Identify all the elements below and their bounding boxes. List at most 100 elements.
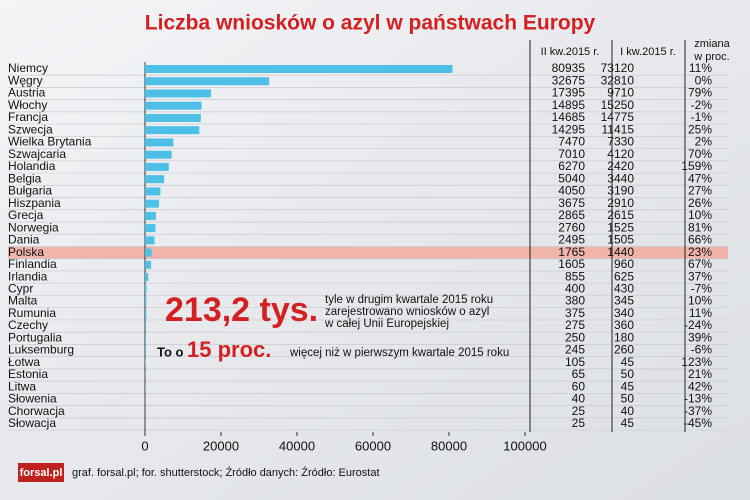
q1-cell: 50: [621, 392, 635, 406]
value-cell: 3675: [558, 196, 585, 210]
change-cell: 27%: [688, 184, 712, 198]
change-cell: 70%: [688, 147, 712, 161]
change-cell: 21%: [688, 367, 712, 381]
annotation-total: 213,2 tys.: [165, 291, 318, 329]
change-cell: -6%: [691, 343, 713, 357]
change-cell: -24%: [684, 318, 712, 332]
bar: [145, 175, 165, 184]
bar: [145, 101, 202, 110]
change-cell: 67%: [688, 257, 712, 271]
value-cell: 250: [565, 330, 585, 344]
change-cell: 81%: [688, 220, 712, 234]
category-label: Irlandia: [8, 269, 48, 283]
bar: [145, 113, 201, 122]
change-cell: 47%: [688, 171, 712, 185]
bar: [145, 260, 152, 269]
q1-cell: 73120: [601, 61, 635, 75]
category-label: Cypr: [8, 281, 33, 295]
bar: [145, 162, 169, 171]
value-cell: 2495: [558, 233, 585, 247]
column-header: w proc.: [693, 51, 729, 63]
q1-cell: 3190: [607, 184, 634, 198]
change-cell: -13%: [684, 392, 712, 406]
category-label: Szwecja: [8, 122, 53, 136]
value-cell: 6270: [558, 159, 585, 173]
change-cell: 11%: [689, 61, 712, 75]
x-tick-label: 100000: [503, 438, 546, 453]
bar: [145, 285, 147, 294]
change-cell: 10%: [688, 208, 712, 222]
x-tick-label: 60000: [355, 438, 391, 453]
change-cell: 123%: [681, 355, 712, 369]
bar: [145, 273, 149, 282]
change-cell: -1%: [691, 110, 713, 124]
bar: [145, 65, 453, 73]
bar: [145, 126, 200, 135]
category-label: Wielka Brytania: [8, 135, 92, 149]
bar: [145, 322, 147, 331]
category-label: Włochy: [8, 98, 47, 112]
category-label: Francja: [8, 110, 48, 124]
category-label: Malta: [8, 294, 38, 308]
value-cell: 275: [565, 318, 585, 332]
value-cell: 1765: [558, 245, 585, 259]
q1-cell: 32810: [601, 73, 635, 87]
q1-cell: 1505: [607, 233, 634, 247]
category-label: Rumunia: [8, 306, 56, 320]
highlight-row: [8, 246, 728, 259]
annotation-text: zarejestrowano wniosków o azyl: [325, 306, 489, 318]
value-cell: 7010: [558, 147, 585, 161]
value-cell: 14685: [552, 110, 586, 124]
bar: [145, 150, 172, 159]
change-cell: 25%: [688, 122, 712, 136]
bar: [145, 309, 147, 318]
change-cell: 26%: [688, 196, 712, 210]
column-header: zmiana: [694, 38, 730, 50]
value-cell: 65: [572, 367, 586, 381]
bar: [145, 224, 156, 233]
q1-cell: 40: [621, 404, 635, 418]
category-label: Hiszpania: [8, 196, 61, 210]
value-cell: 855: [565, 269, 585, 283]
category-label: Łotwa: [8, 355, 40, 369]
category-label: Dania: [8, 233, 40, 247]
category-label: Holandia: [8, 159, 56, 173]
value-cell: 2760: [558, 220, 585, 234]
bar: [145, 187, 161, 196]
category-label: Chorwacja: [8, 404, 65, 418]
category-label: Słowenia: [8, 392, 57, 406]
change-cell: 159%: [681, 159, 712, 173]
value-cell: 380: [565, 294, 585, 308]
change-cell: 66%: [688, 233, 712, 247]
category-label: Estonia: [8, 367, 48, 381]
bar: [145, 211, 156, 220]
value-cell: 14895: [552, 98, 586, 112]
q1-cell: 260: [614, 343, 634, 357]
value-cell: 25: [572, 416, 586, 430]
bar: [145, 297, 147, 306]
category-label: Austria: [8, 86, 46, 100]
change-cell: 10%: [688, 294, 712, 308]
value-cell: 25: [572, 404, 586, 418]
bar: [145, 346, 146, 355]
q1-cell: 345: [614, 294, 634, 308]
q1-cell: 14775: [601, 110, 635, 124]
q1-cell: 430: [614, 281, 634, 295]
value-cell: 105: [565, 355, 585, 369]
chart-title: Liczba wniosków o azyl w państwach Europ…: [145, 12, 596, 35]
value-cell: 400: [565, 281, 585, 295]
change-cell: -37%: [684, 404, 712, 418]
category-label: Grecja: [8, 208, 44, 222]
value-cell: 40: [572, 392, 586, 406]
q1-cell: 45: [621, 416, 635, 430]
change-cell: 37%: [688, 269, 712, 283]
change-cell: -2%: [691, 98, 713, 112]
category-label: Węgry: [8, 73, 43, 87]
x-tick-label: 20000: [203, 438, 239, 453]
q1-cell: 960: [614, 257, 634, 271]
q1-cell: 2615: [607, 208, 634, 222]
q1-cell: 360: [614, 318, 634, 332]
bar: [145, 236, 155, 245]
